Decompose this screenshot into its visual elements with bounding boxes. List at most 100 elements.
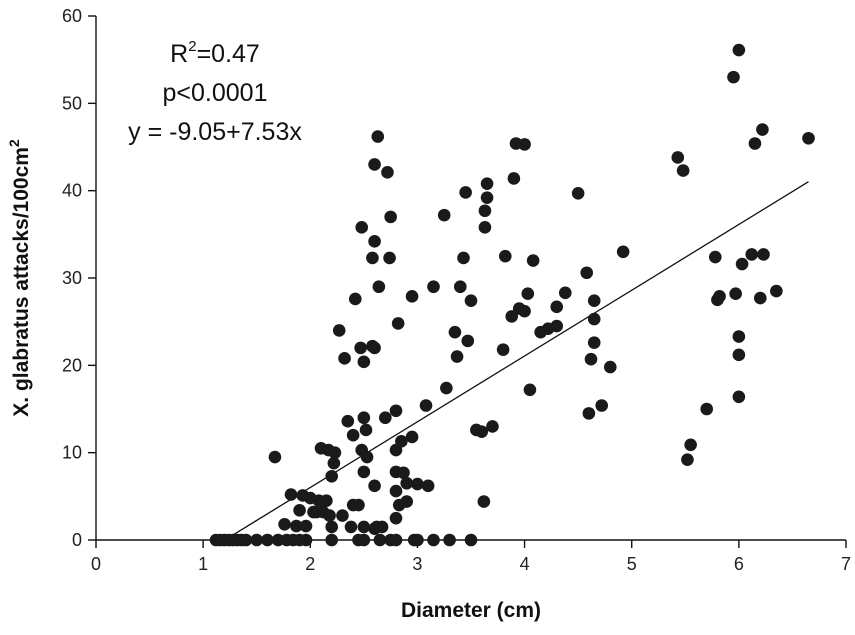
data-point <box>475 425 489 439</box>
ticks: 0 1 2 3 4 5 6 7 0 10 20 30 40 50 60 <box>62 6 851 574</box>
data-point <box>373 533 387 547</box>
data-point <box>507 172 521 185</box>
data-point <box>389 511 403 525</box>
data-point <box>735 257 749 271</box>
x-tick-label: 6 <box>734 554 744 574</box>
data-point <box>405 290 419 303</box>
y-axis-title: X. glabratus attacks/100cm2 <box>6 139 33 417</box>
data-point <box>480 191 494 204</box>
x-tick-label: 3 <box>412 554 422 574</box>
data-point <box>293 504 306 517</box>
x-tick-label: 5 <box>627 554 637 574</box>
data-point <box>346 428 360 442</box>
data-point <box>290 519 303 533</box>
data-point <box>389 404 403 418</box>
data-point <box>327 456 341 470</box>
data-point <box>708 250 722 264</box>
data-point <box>357 411 371 425</box>
data-point <box>299 519 313 533</box>
data-point <box>582 407 596 420</box>
data-point <box>341 414 355 428</box>
data-point <box>440 381 453 395</box>
data-point <box>352 498 365 512</box>
data-point <box>526 254 540 267</box>
data-point <box>332 324 346 337</box>
data-point <box>464 294 478 308</box>
y-tick-label: 10 <box>62 443 82 463</box>
data-point <box>375 520 389 534</box>
data-point <box>389 533 403 547</box>
data-point <box>587 336 601 349</box>
data-point <box>461 334 475 348</box>
data-point <box>357 533 371 547</box>
y-tick-label: 0 <box>72 530 82 550</box>
data-point <box>325 520 339 534</box>
data-point <box>478 204 492 218</box>
data-point <box>453 280 467 294</box>
data-point <box>523 383 537 397</box>
data-point <box>486 420 499 433</box>
data-point <box>359 423 373 437</box>
data-point <box>587 312 601 326</box>
y-tick-label: 60 <box>62 6 82 26</box>
data-point <box>357 520 371 534</box>
data-point <box>368 341 381 355</box>
data-point <box>391 317 405 330</box>
p-value-annotation: p<0.0001 <box>163 79 268 107</box>
data-point <box>360 450 374 464</box>
data-point <box>405 430 419 444</box>
data-point <box>713 290 726 303</box>
data-point <box>348 292 362 306</box>
x-tick-label: 1 <box>198 554 208 574</box>
data-point <box>278 517 291 531</box>
x-tick-label: 0 <box>91 554 101 574</box>
data-point <box>354 341 367 355</box>
data-point <box>371 130 385 143</box>
data-point <box>357 465 371 479</box>
data-point <box>571 186 585 200</box>
data-point <box>732 330 746 343</box>
data-point <box>464 533 478 547</box>
data-point <box>518 138 531 151</box>
data-point <box>745 248 759 261</box>
data-point <box>299 533 313 547</box>
data-point <box>325 469 339 483</box>
data-point <box>381 166 394 179</box>
data-point <box>802 131 815 145</box>
data-point <box>450 350 464 363</box>
data-point <box>384 210 397 224</box>
data-point <box>344 520 358 534</box>
equation-annotation: y = -9.05+7.53x <box>128 118 302 146</box>
data-point <box>756 123 769 136</box>
data-point <box>427 533 440 547</box>
data-point <box>328 446 342 459</box>
data-point <box>372 280 386 294</box>
data-point <box>443 533 456 547</box>
data-point <box>480 177 494 190</box>
data-point <box>325 533 339 547</box>
regression-line <box>224 181 809 541</box>
data-point <box>419 399 433 412</box>
data-point <box>550 300 564 314</box>
data-point <box>457 251 470 265</box>
data-point <box>411 533 424 547</box>
data-point <box>250 533 264 547</box>
data-point <box>757 248 770 261</box>
data-point <box>558 286 572 300</box>
data-point <box>498 249 512 263</box>
data-point <box>584 352 598 366</box>
data-point <box>383 251 396 265</box>
data-point <box>505 310 519 323</box>
data-point <box>395 435 408 448</box>
data-point <box>437 208 451 222</box>
data-point <box>727 70 740 84</box>
data-point <box>478 221 492 234</box>
data-point <box>268 450 282 464</box>
data-point <box>676 164 690 177</box>
data-point <box>616 245 630 259</box>
y-tick-label: 40 <box>62 181 82 201</box>
y-tick-label: 50 <box>62 93 82 113</box>
data-point <box>366 251 379 265</box>
data-point <box>378 411 392 425</box>
